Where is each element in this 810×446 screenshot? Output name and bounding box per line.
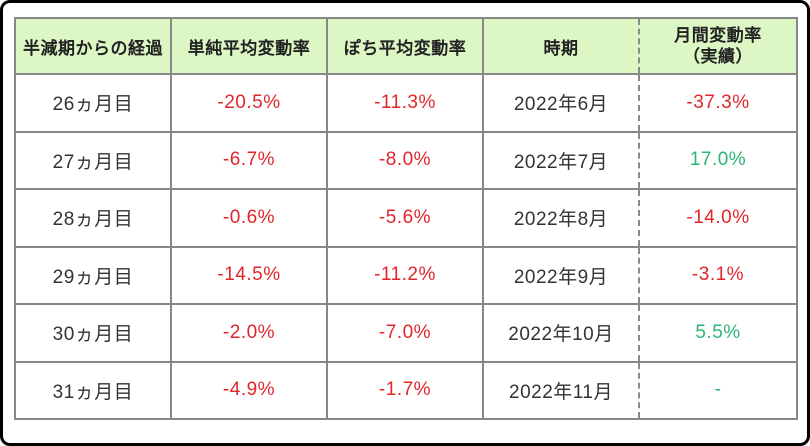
cell-pochi-avg: -7.0% xyxy=(328,305,484,361)
cell-elapsed: 31ヵ月目 xyxy=(16,362,172,418)
cell-pochi-avg: -11.3% xyxy=(328,75,484,131)
cell-monthly-actual: 17.0% xyxy=(689,149,747,171)
col-header-period: 時期 xyxy=(484,19,640,73)
cell-period: 2022年8月 xyxy=(484,190,640,246)
cell-monthly-actual: -3.1% xyxy=(691,264,745,286)
table-row: 31ヵ月目 -4.9% -1.7% 2022年11月 - xyxy=(16,362,796,418)
cell-simple-avg: -20.5% xyxy=(172,75,328,131)
col-header-monthly-actual: 月間変動率 （実績） xyxy=(640,19,796,73)
cell-monthly-actual: 5.5% xyxy=(695,321,741,343)
col-header-pochi-avg: ぽち平均変動率 xyxy=(328,19,484,73)
cell-elapsed: 29ヵ月目 xyxy=(16,247,172,303)
cell-simple-avg: -2.0% xyxy=(172,305,328,361)
table-row: 27ヵ月目 -6.7% -8.0% 2022年7月 17.0% xyxy=(16,132,796,190)
cell-period: 2022年9月 xyxy=(484,247,640,303)
cell-pochi-avg: -11.2% xyxy=(328,247,484,303)
cell-period: 2022年10月 xyxy=(484,305,640,361)
cell-monthly-actual: -37.3% xyxy=(686,91,750,113)
table-row: 29ヵ月目 -14.5% -11.2% 2022年9月 -3.1% xyxy=(16,247,796,305)
cell-elapsed: 27ヵ月目 xyxy=(16,132,172,188)
cell-simple-avg: -0.6% xyxy=(172,190,328,246)
col-header-monthly-actual-line2: （実績） xyxy=(683,47,753,66)
cell-elapsed: 28ヵ月目 xyxy=(16,190,172,246)
cell-period: 2022年6月 xyxy=(484,75,640,131)
cell-simple-avg: -14.5% xyxy=(172,247,328,303)
col-header-monthly-actual-line1: 月間変動率 xyxy=(674,25,762,45)
table-row: 30ヵ月目 -2.0% -7.0% 2022年10月 5.5% xyxy=(16,305,796,363)
col-header-monthly-actual-stack: 月間変動率 （実績） xyxy=(674,25,762,68)
cell-simple-avg: -6.7% xyxy=(172,132,328,188)
col-header-elapsed: 半減期からの経過 xyxy=(16,19,172,73)
cell-period: 2022年11月 xyxy=(484,362,640,418)
cell-period: 2022年7月 xyxy=(484,132,640,188)
cell-monthly-actual: - xyxy=(714,379,722,401)
col-header-simple-avg: 単純平均変動率 xyxy=(172,19,328,73)
cell-pochi-avg: -1.7% xyxy=(328,362,484,418)
cell-pochi-avg: -8.0% xyxy=(328,132,484,188)
cell-monthly-actual: -14.0% xyxy=(686,206,750,228)
cell-simple-avg: -4.9% xyxy=(172,362,328,418)
cell-elapsed: 30ヵ月目 xyxy=(16,305,172,361)
table-row: 28ヵ月目 -0.6% -5.6% 2022年8月 -14.0% xyxy=(16,190,796,248)
cell-elapsed: 26ヵ月目 xyxy=(16,75,172,131)
change-rate-table: 半減期からの経過 単純平均変動率 ぽち平均変動率 時期 月間変動率 （実績） 2… xyxy=(14,17,798,420)
cell-pochi-avg: -5.6% xyxy=(328,190,484,246)
table-row: 26ヵ月目 -20.5% -11.3% 2022年6月 -37.3% xyxy=(16,75,796,133)
table-header-row: 半減期からの経過 単純平均変動率 ぽち平均変動率 時期 月間変動率 （実績） xyxy=(16,19,796,75)
